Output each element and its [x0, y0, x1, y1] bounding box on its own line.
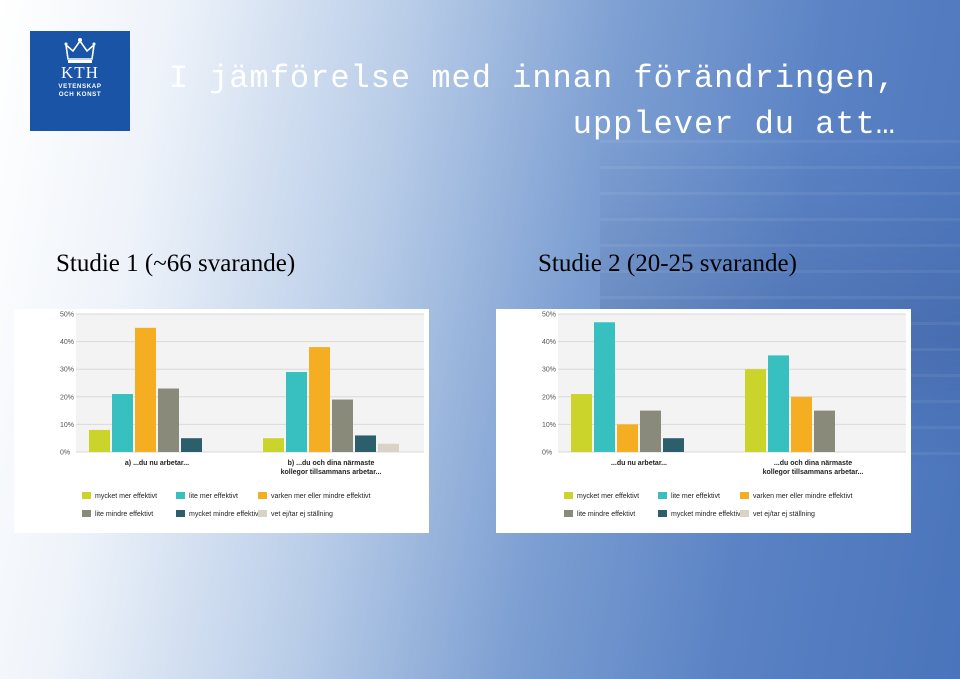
legend-swatch — [564, 510, 573, 517]
legend-label: lite mer effektivt — [671, 493, 720, 500]
chart-study-2-svg: 0% 10% 20% 30% 40% 50% ...du nu arbetar... ...d… — [542, 312, 906, 518]
legend-label: varken mer eller mindre effektivt — [271, 493, 371, 500]
legend-label: mycket mindre effektivt — [189, 511, 261, 518]
plot-area — [558, 314, 906, 452]
legend-label: mycket mer effektivt — [95, 493, 157, 500]
legend-swatch — [258, 492, 267, 499]
bar — [378, 443, 399, 452]
bar — [332, 399, 353, 452]
study-2-label: Studie 2 (20-25 svarande) — [538, 250, 797, 277]
legend-swatch — [564, 492, 573, 499]
page-title-line-2: upplever du att… — [572, 106, 896, 143]
logo-subtitle-2: OCH KONST — [58, 91, 102, 98]
bar — [814, 410, 835, 452]
chart-study-1-svg: 0% 10% 20% 30% 40% 50% a) ...du nu arbetar... b… — [60, 312, 424, 518]
category-label: ...du nu arbetar... — [611, 460, 667, 467]
bar — [309, 347, 330, 452]
legend-swatch — [740, 510, 749, 517]
bar — [181, 438, 202, 452]
bar — [571, 394, 592, 452]
y-tick-label: 0% — [542, 450, 552, 457]
legend-swatch — [658, 510, 667, 517]
legend-swatch — [176, 510, 185, 517]
y-tick-label: 10% — [60, 422, 74, 429]
bar — [158, 388, 179, 452]
bar — [640, 410, 661, 452]
bar — [263, 438, 284, 452]
legend-label: lite mer effektivt — [189, 493, 238, 500]
bar — [286, 371, 307, 452]
bar — [355, 435, 376, 452]
page-title: I jämförelse med innan förändringen, upp… — [169, 56, 896, 148]
legend-label: lite mindre effektivt — [95, 511, 153, 518]
bar — [663, 438, 684, 452]
y-tick-label: 50% — [60, 312, 74, 319]
category-label: kollegor tillsammans arbetar... — [763, 469, 864, 476]
study-1-label: Studie 1 (~66 svarande) — [56, 250, 296, 277]
page-title-line-1: I jämförelse med innan förändringen, — [168, 60, 896, 97]
bar — [768, 355, 789, 452]
plot-area — [76, 314, 424, 452]
logo-subtitle-1: VETENSKAP — [58, 83, 102, 90]
y-tick-label: 10% — [542, 422, 556, 429]
y-tick-label: 20% — [542, 394, 556, 401]
legend-swatch — [82, 510, 91, 517]
bar — [135, 327, 156, 452]
category-label: kollegor tillsammans arbetar... — [281, 469, 382, 476]
y-tick-label: 40% — [60, 339, 74, 346]
legend-label: lite mindre effektivt — [577, 511, 635, 518]
legend-label: mycket mer effektivt — [577, 493, 639, 500]
y-tick-label: 30% — [60, 367, 74, 374]
chart-study-1: 0% 10% 20% 30% 40% 50% a) ...du nu arbetar... b… — [14, 309, 429, 533]
bar — [617, 424, 638, 452]
legend-label: vet ej/tar ej ställning — [753, 511, 815, 518]
y-tick-label: 50% — [542, 312, 556, 319]
bar — [791, 396, 812, 452]
kth-logo: KTH VETENSKAP OCH KONST — [30, 31, 130, 131]
bar — [745, 369, 766, 452]
chart-study-2: 0% 10% 20% 30% 40% 50% ...du nu arbetar... ...d… — [496, 309, 911, 533]
y-tick-label: 40% — [542, 339, 556, 346]
legend-label: varken mer eller mindre effektivt — [753, 493, 853, 500]
bar — [112, 394, 133, 452]
logo-name: KTH — [61, 63, 99, 82]
y-tick-label: 30% — [542, 367, 556, 374]
crown-icon — [64, 38, 96, 63]
legend-label: mycket mindre effektivt — [671, 511, 743, 518]
legend-swatch — [82, 492, 91, 499]
category-label: ...du och dina närmaste — [774, 460, 852, 467]
legend-swatch — [258, 510, 267, 517]
legend-swatch — [176, 492, 185, 499]
y-tick-label: 20% — [60, 394, 74, 401]
legend-swatch — [658, 492, 667, 499]
legend-label: vet ej/tar ej ställning — [271, 511, 333, 518]
bar — [89, 429, 110, 452]
category-label: a) ...du nu arbetar... — [125, 460, 189, 467]
y-tick-label: 0% — [60, 450, 70, 457]
legend-swatch — [740, 492, 749, 499]
bar — [594, 322, 615, 452]
category-label: b) ...du och dina närmaste — [288, 460, 375, 467]
